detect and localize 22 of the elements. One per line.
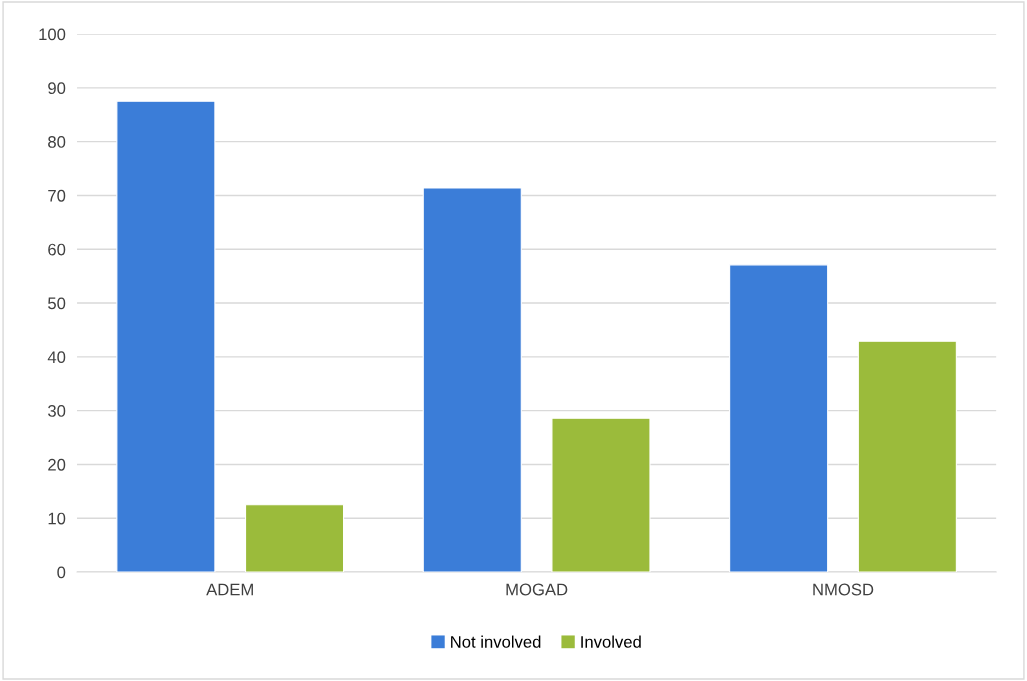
x-tick-label: NMOSD	[813, 583, 874, 596]
y-tick-label: 0	[57, 566, 66, 579]
x-tick-label: ADEM	[206, 583, 253, 596]
y-tick-label: 80	[48, 136, 66, 148]
bar	[116, 100, 216, 573]
y-tick-label: 40	[47, 351, 66, 364]
y-tick-label: 20	[48, 458, 66, 471]
bar	[244, 504, 345, 573]
bar	[422, 187, 522, 573]
y-tick-label: 70	[48, 189, 66, 202]
y-tick-label: 90	[48, 82, 66, 95]
x-tick-label: MOGAD	[506, 583, 568, 596]
bar	[551, 417, 651, 573]
y-tick-label: 30	[48, 405, 66, 417]
bar	[729, 264, 829, 573]
bar	[857, 340, 957, 573]
legend-label: Not involved	[451, 635, 541, 648]
y-tick-label: 10	[48, 512, 66, 525]
y-tick-label: 60	[48, 243, 66, 256]
legend-label: Involved	[581, 635, 641, 648]
y-tick-label: 100	[39, 28, 66, 41]
y-tick-label: 50	[48, 297, 66, 310]
